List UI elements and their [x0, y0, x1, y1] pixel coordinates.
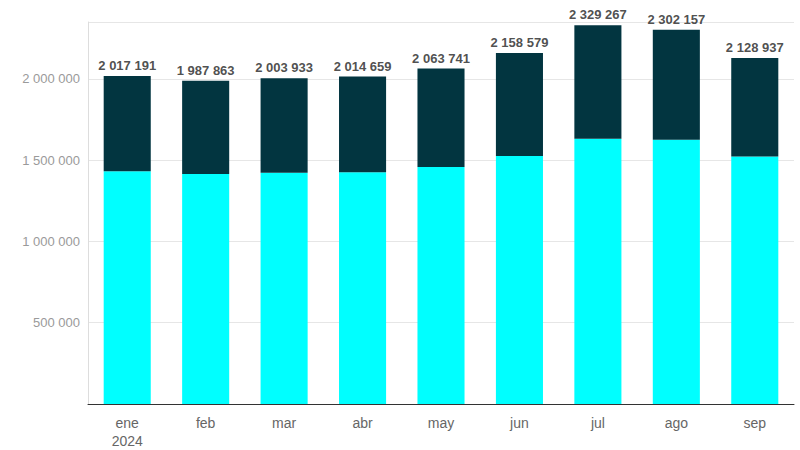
svg-text:jun: jun — [509, 415, 529, 431]
svg-text:2 000 000: 2 000 000 — [22, 71, 80, 86]
svg-text:1 987 863: 1 987 863 — [177, 63, 235, 78]
svg-text:2 017 191: 2 017 191 — [98, 58, 156, 73]
svg-text:abr: abr — [352, 415, 373, 431]
svg-text:may: may — [428, 415, 454, 431]
svg-text:2 329 267: 2 329 267 — [569, 7, 627, 22]
svg-text:2 063 741: 2 063 741 — [412, 51, 470, 66]
svg-text:feb: feb — [196, 415, 216, 431]
svg-text:sep: sep — [743, 415, 766, 431]
svg-text:ago: ago — [665, 415, 689, 431]
svg-text:2 014 659: 2 014 659 — [334, 59, 392, 74]
svg-text:2 128 937: 2 128 937 — [726, 40, 784, 55]
svg-text:2 003 933: 2 003 933 — [255, 60, 313, 75]
svg-text:ene: ene — [116, 415, 140, 431]
svg-text:500 000: 500 000 — [33, 315, 80, 330]
svg-text:2024: 2024 — [112, 433, 143, 449]
svg-text:1 500 000: 1 500 000 — [22, 153, 80, 168]
svg-text:1 000 000: 1 000 000 — [22, 234, 80, 249]
svg-text:mar: mar — [272, 415, 296, 431]
svg-text:2 158 579: 2 158 579 — [491, 35, 549, 50]
svg-text:jul: jul — [590, 415, 605, 431]
svg-text:2 302 157: 2 302 157 — [647, 12, 705, 27]
